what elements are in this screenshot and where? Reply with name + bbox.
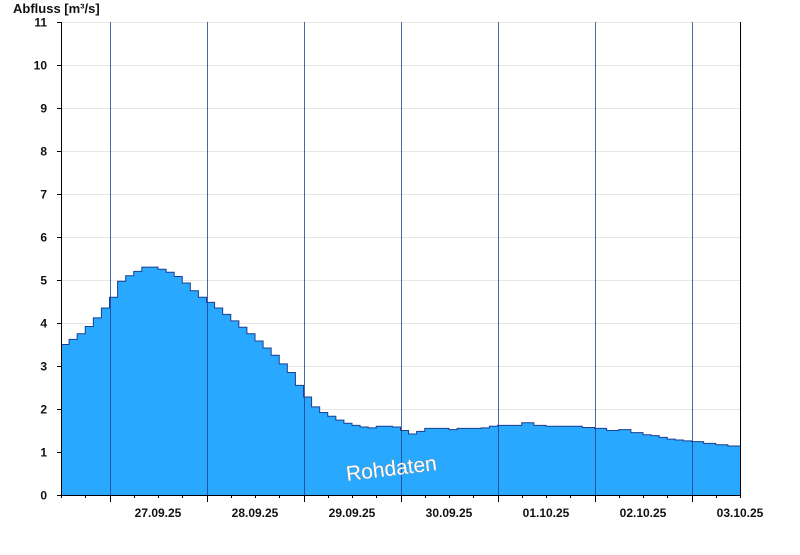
y-tick-label: 11 bbox=[34, 16, 47, 30]
discharge-line bbox=[61, 266, 741, 447]
y-tick-label: 6 bbox=[40, 231, 47, 245]
y-axis-title: Abfluss [m³/s] bbox=[13, 1, 100, 16]
x-tick-label: 02.10.25 bbox=[620, 506, 667, 520]
x-tick-label: 01.10.25 bbox=[523, 506, 570, 520]
y-tick-label: 2 bbox=[40, 403, 47, 417]
x-tick-label: 03.10.25 bbox=[717, 506, 764, 520]
y-tick-label: 4 bbox=[40, 317, 47, 331]
x-ticks: 27.09.25 28.09.25 29.09.25 30.09.25 01.10.25… bbox=[61, 495, 764, 520]
y-tick-label: 8 bbox=[40, 145, 47, 159]
y-tick-label: 1 bbox=[40, 446, 47, 460]
discharge-area bbox=[61, 267, 740, 495]
y-tick-label: 10 bbox=[34, 59, 48, 73]
y-tick-label: 0 bbox=[40, 489, 47, 503]
y-tick-label: 3 bbox=[40, 360, 47, 374]
area-series bbox=[61, 266, 741, 495]
x-tick-label: 28.09.25 bbox=[232, 506, 279, 520]
x-tick-label: 29.09.25 bbox=[329, 506, 376, 520]
day-separator-lines bbox=[110, 22, 693, 495]
y-tick-label: 9 bbox=[40, 102, 47, 116]
y-tick-label: 5 bbox=[40, 274, 47, 288]
y-ticks: 0 1 2 3 4 5 6 7 8 9 10 11 bbox=[34, 16, 61, 503]
x-tick-label: 27.09.25 bbox=[135, 506, 182, 520]
x-tick-label: 30.09.25 bbox=[426, 506, 473, 520]
y-tick-label: 7 bbox=[40, 188, 47, 202]
